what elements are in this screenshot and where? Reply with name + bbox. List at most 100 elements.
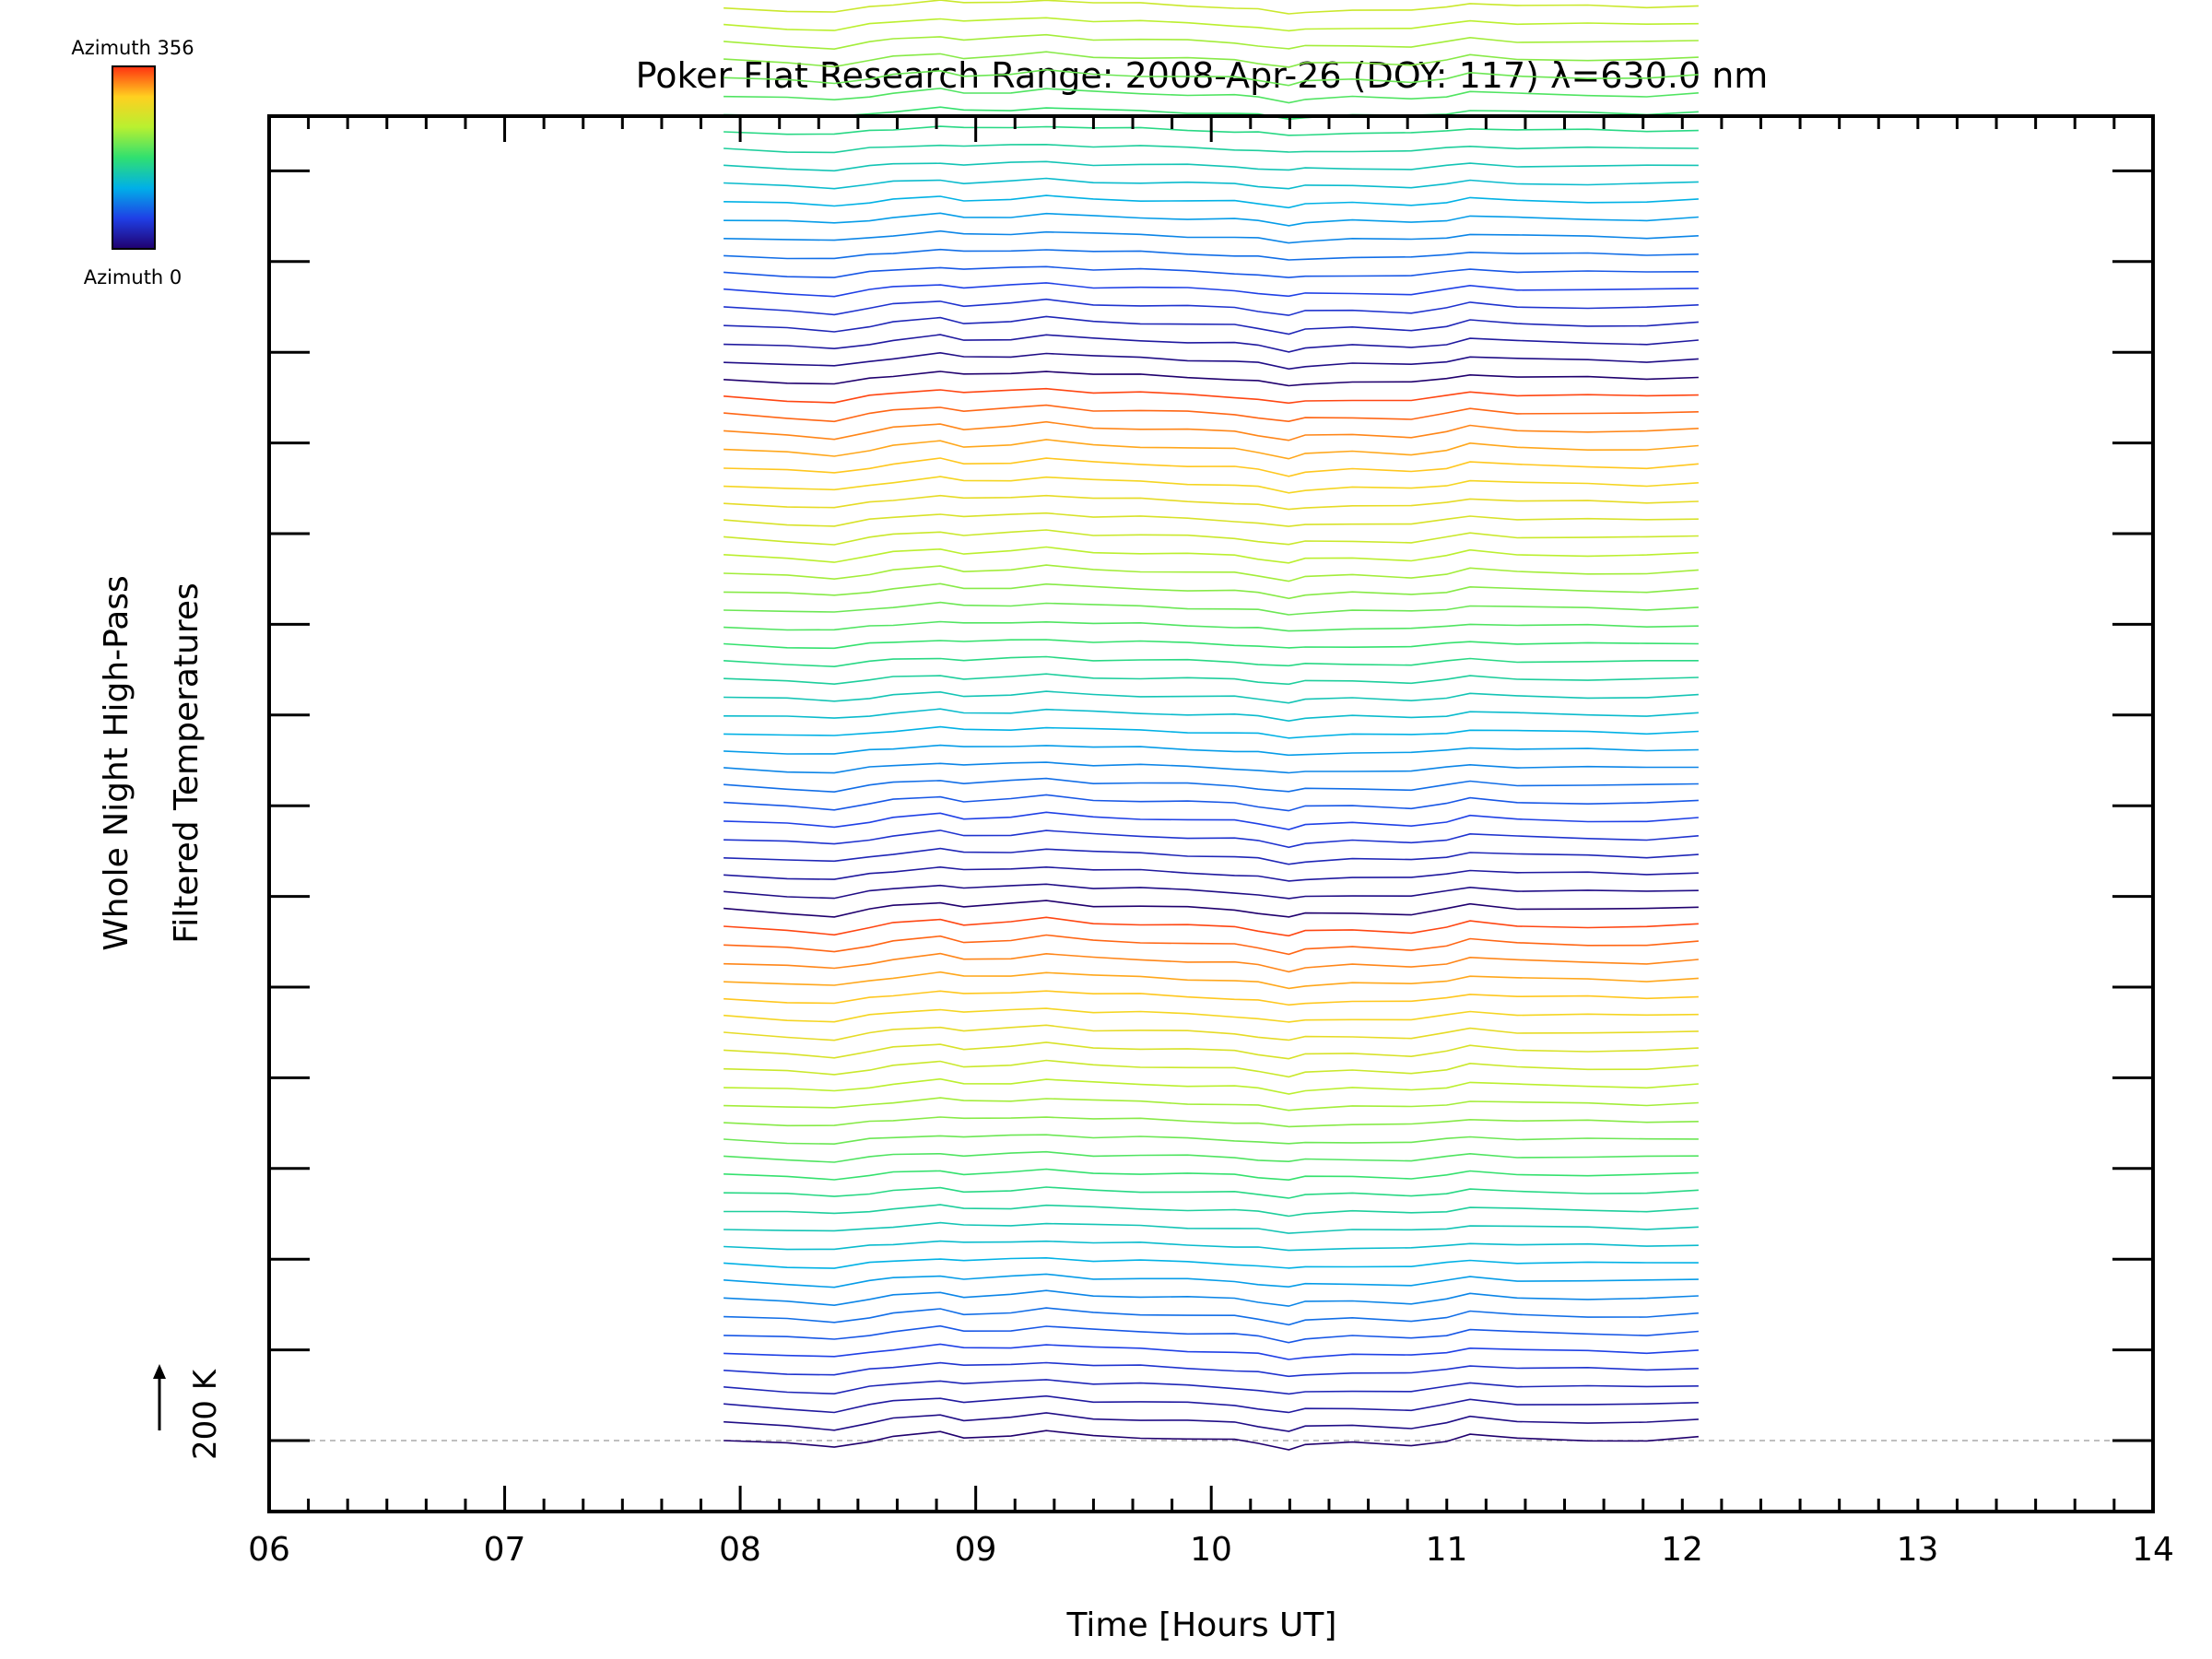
series-line: [724, 1134, 1699, 1146]
series-line: [724, 420, 1699, 441]
series-line: [724, 761, 1699, 774]
scale-indicator: 200 K: [153, 1364, 224, 1460]
series-line: [724, 17, 1699, 32]
series-line: [724, 1097, 1699, 1112]
series-line: [724, 708, 1699, 723]
x-tick-label: 13: [1897, 1531, 1939, 1569]
series-line: [724, 1150, 1699, 1163]
series-line: [724, 106, 1699, 121]
series-line: [724, 777, 1699, 794]
series-line: [724, 1168, 1699, 1182]
series-line: [724, 1412, 1699, 1432]
x-tick-label: 06: [248, 1531, 290, 1569]
series-line: [724, 847, 1699, 865]
series-line: [724, 351, 1699, 371]
series-line: [724, 744, 1699, 757]
series-line: [724, 334, 1699, 353]
series-line: [724, 865, 1699, 882]
series-line: [724, 229, 1699, 244]
series-line: [724, 1059, 1699, 1078]
series-line: [724, 564, 1699, 582]
series-line: [724, 990, 1699, 1006]
series-line: [724, 282, 1699, 298]
series-line: [724, 404, 1699, 423]
series-line: [724, 639, 1699, 650]
series-line: [724, 1041, 1699, 1060]
series-line: [724, 88, 1699, 104]
series-line: [724, 971, 1699, 990]
series-line: [724, 529, 1699, 546]
plot-frame: [267, 114, 2155, 1513]
series-line: [724, 439, 1699, 460]
series-line: [724, 160, 1699, 172]
series-line: [724, 1324, 1699, 1344]
series-line: [724, 315, 1699, 335]
colorbar-top-label: Azimuth 356: [71, 37, 194, 59]
series-line: [724, 1430, 1699, 1451]
series-line: [724, 934, 1699, 956]
series-line: [724, 1289, 1699, 1307]
series-line: [724, 33, 1699, 51]
series-line: [724, 673, 1699, 686]
x-tick-label: 07: [484, 1531, 526, 1569]
colorbar-gradient: [112, 65, 156, 250]
colorbar-bottom-label: Azimuth 0: [84, 266, 182, 288]
series-line: [724, 298, 1699, 316]
series-line: [724, 1256, 1699, 1269]
series-line: [724, 51, 1699, 68]
series-line: [724, 265, 1699, 278]
y-axis-label-line2: Filtered Temperatures: [168, 582, 206, 944]
series-line: [724, 68, 1699, 87]
series-line: [724, 1221, 1699, 1234]
series-line: [724, 1007, 1699, 1023]
series-line: [724, 212, 1699, 227]
y-axis-label-line1: Whole Night High-Pass: [98, 575, 135, 951]
x-tick-label: 11: [1426, 1531, 1468, 1569]
series-line: [724, 1116, 1699, 1128]
series-line: [724, 457, 1699, 477]
chart-title: Poker Flat Research Range: 2008-Apr-26 (…: [636, 55, 1769, 96]
series-line: [724, 916, 1699, 937]
series-line: [724, 690, 1699, 704]
series-line: [724, 1273, 1699, 1288]
series-line: [724, 811, 1699, 830]
series-line: [724, 0, 1699, 15]
series-line: [724, 1240, 1699, 1252]
series-line: [724, 620, 1699, 632]
series-line: [724, 1186, 1699, 1199]
plot-area: 06 07 08 09 10 11 12 13 14: [248, 0, 2174, 1569]
series-line: [724, 725, 1699, 739]
x-tick-label: 10: [1190, 1531, 1232, 1569]
series-line: [724, 794, 1699, 812]
series-line: [724, 143, 1699, 154]
series-line: [724, 194, 1699, 209]
colorbar: Azimuth 356 Azimuth 0: [71, 37, 194, 288]
series-line: [724, 883, 1699, 900]
series-line: [724, 1394, 1699, 1414]
x-tick-label: 08: [719, 1531, 761, 1569]
series-line: [724, 1361, 1699, 1378]
series-line: [724, 952, 1699, 973]
series-line: [724, 248, 1699, 261]
series-line: [724, 512, 1699, 527]
scale-label: 200 K: [187, 1368, 224, 1460]
series-line: [724, 1077, 1699, 1095]
series-line: [724, 900, 1699, 918]
x-tick-label: 14: [2132, 1531, 2174, 1569]
series-line: [724, 177, 1699, 190]
series-line: [724, 1343, 1699, 1360]
series-line: [724, 1379, 1699, 1395]
series-line: [724, 601, 1699, 616]
series-line: [724, 1307, 1699, 1326]
x-axis-label: Time [Hours UT]: [1066, 1606, 1337, 1644]
series-line: [724, 546, 1699, 564]
series-line: [724, 387, 1699, 405]
series-line: [724, 655, 1699, 668]
series-line: [724, 371, 1699, 387]
series-line: [724, 494, 1699, 511]
series-line: [724, 582, 1699, 600]
series-line: [724, 830, 1699, 849]
series-line: [724, 1204, 1699, 1218]
x-tick-label: 12: [1661, 1531, 1703, 1569]
